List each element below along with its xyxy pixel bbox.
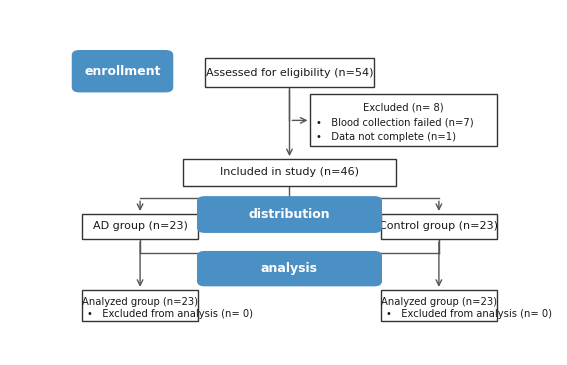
- Text: Assessed for eligibility (n=54): Assessed for eligibility (n=54): [206, 68, 373, 78]
- Text: •   Blood collection failed (n=7): • Blood collection failed (n=7): [316, 118, 473, 127]
- Text: •   Excluded from analysis (n= 0): • Excluded from analysis (n= 0): [87, 309, 253, 319]
- Text: Analyzed group (n=23): Analyzed group (n=23): [82, 297, 198, 307]
- FancyBboxPatch shape: [205, 58, 374, 87]
- Text: Control group (n=23): Control group (n=23): [379, 222, 498, 231]
- FancyBboxPatch shape: [310, 95, 497, 146]
- Text: AD group (n=23): AD group (n=23): [92, 222, 188, 231]
- Text: •   Excluded from analysis (n= 0): • Excluded from analysis (n= 0): [386, 309, 552, 319]
- Text: Excluded (n= 8): Excluded (n= 8): [363, 102, 444, 112]
- Text: enrollment: enrollment: [84, 65, 161, 78]
- FancyBboxPatch shape: [72, 50, 174, 92]
- FancyBboxPatch shape: [197, 196, 382, 233]
- FancyBboxPatch shape: [183, 159, 396, 186]
- FancyBboxPatch shape: [82, 214, 198, 239]
- FancyBboxPatch shape: [380, 290, 497, 320]
- Text: Included in study (n=46): Included in study (n=46): [220, 168, 359, 177]
- FancyBboxPatch shape: [380, 214, 497, 239]
- Text: analysis: analysis: [261, 262, 318, 275]
- FancyBboxPatch shape: [82, 290, 198, 320]
- Text: distribution: distribution: [249, 208, 331, 221]
- Text: •   Data not complete (n=1): • Data not complete (n=1): [316, 132, 456, 142]
- Text: Analyzed group (n=23): Analyzed group (n=23): [381, 297, 497, 307]
- FancyBboxPatch shape: [197, 251, 382, 287]
